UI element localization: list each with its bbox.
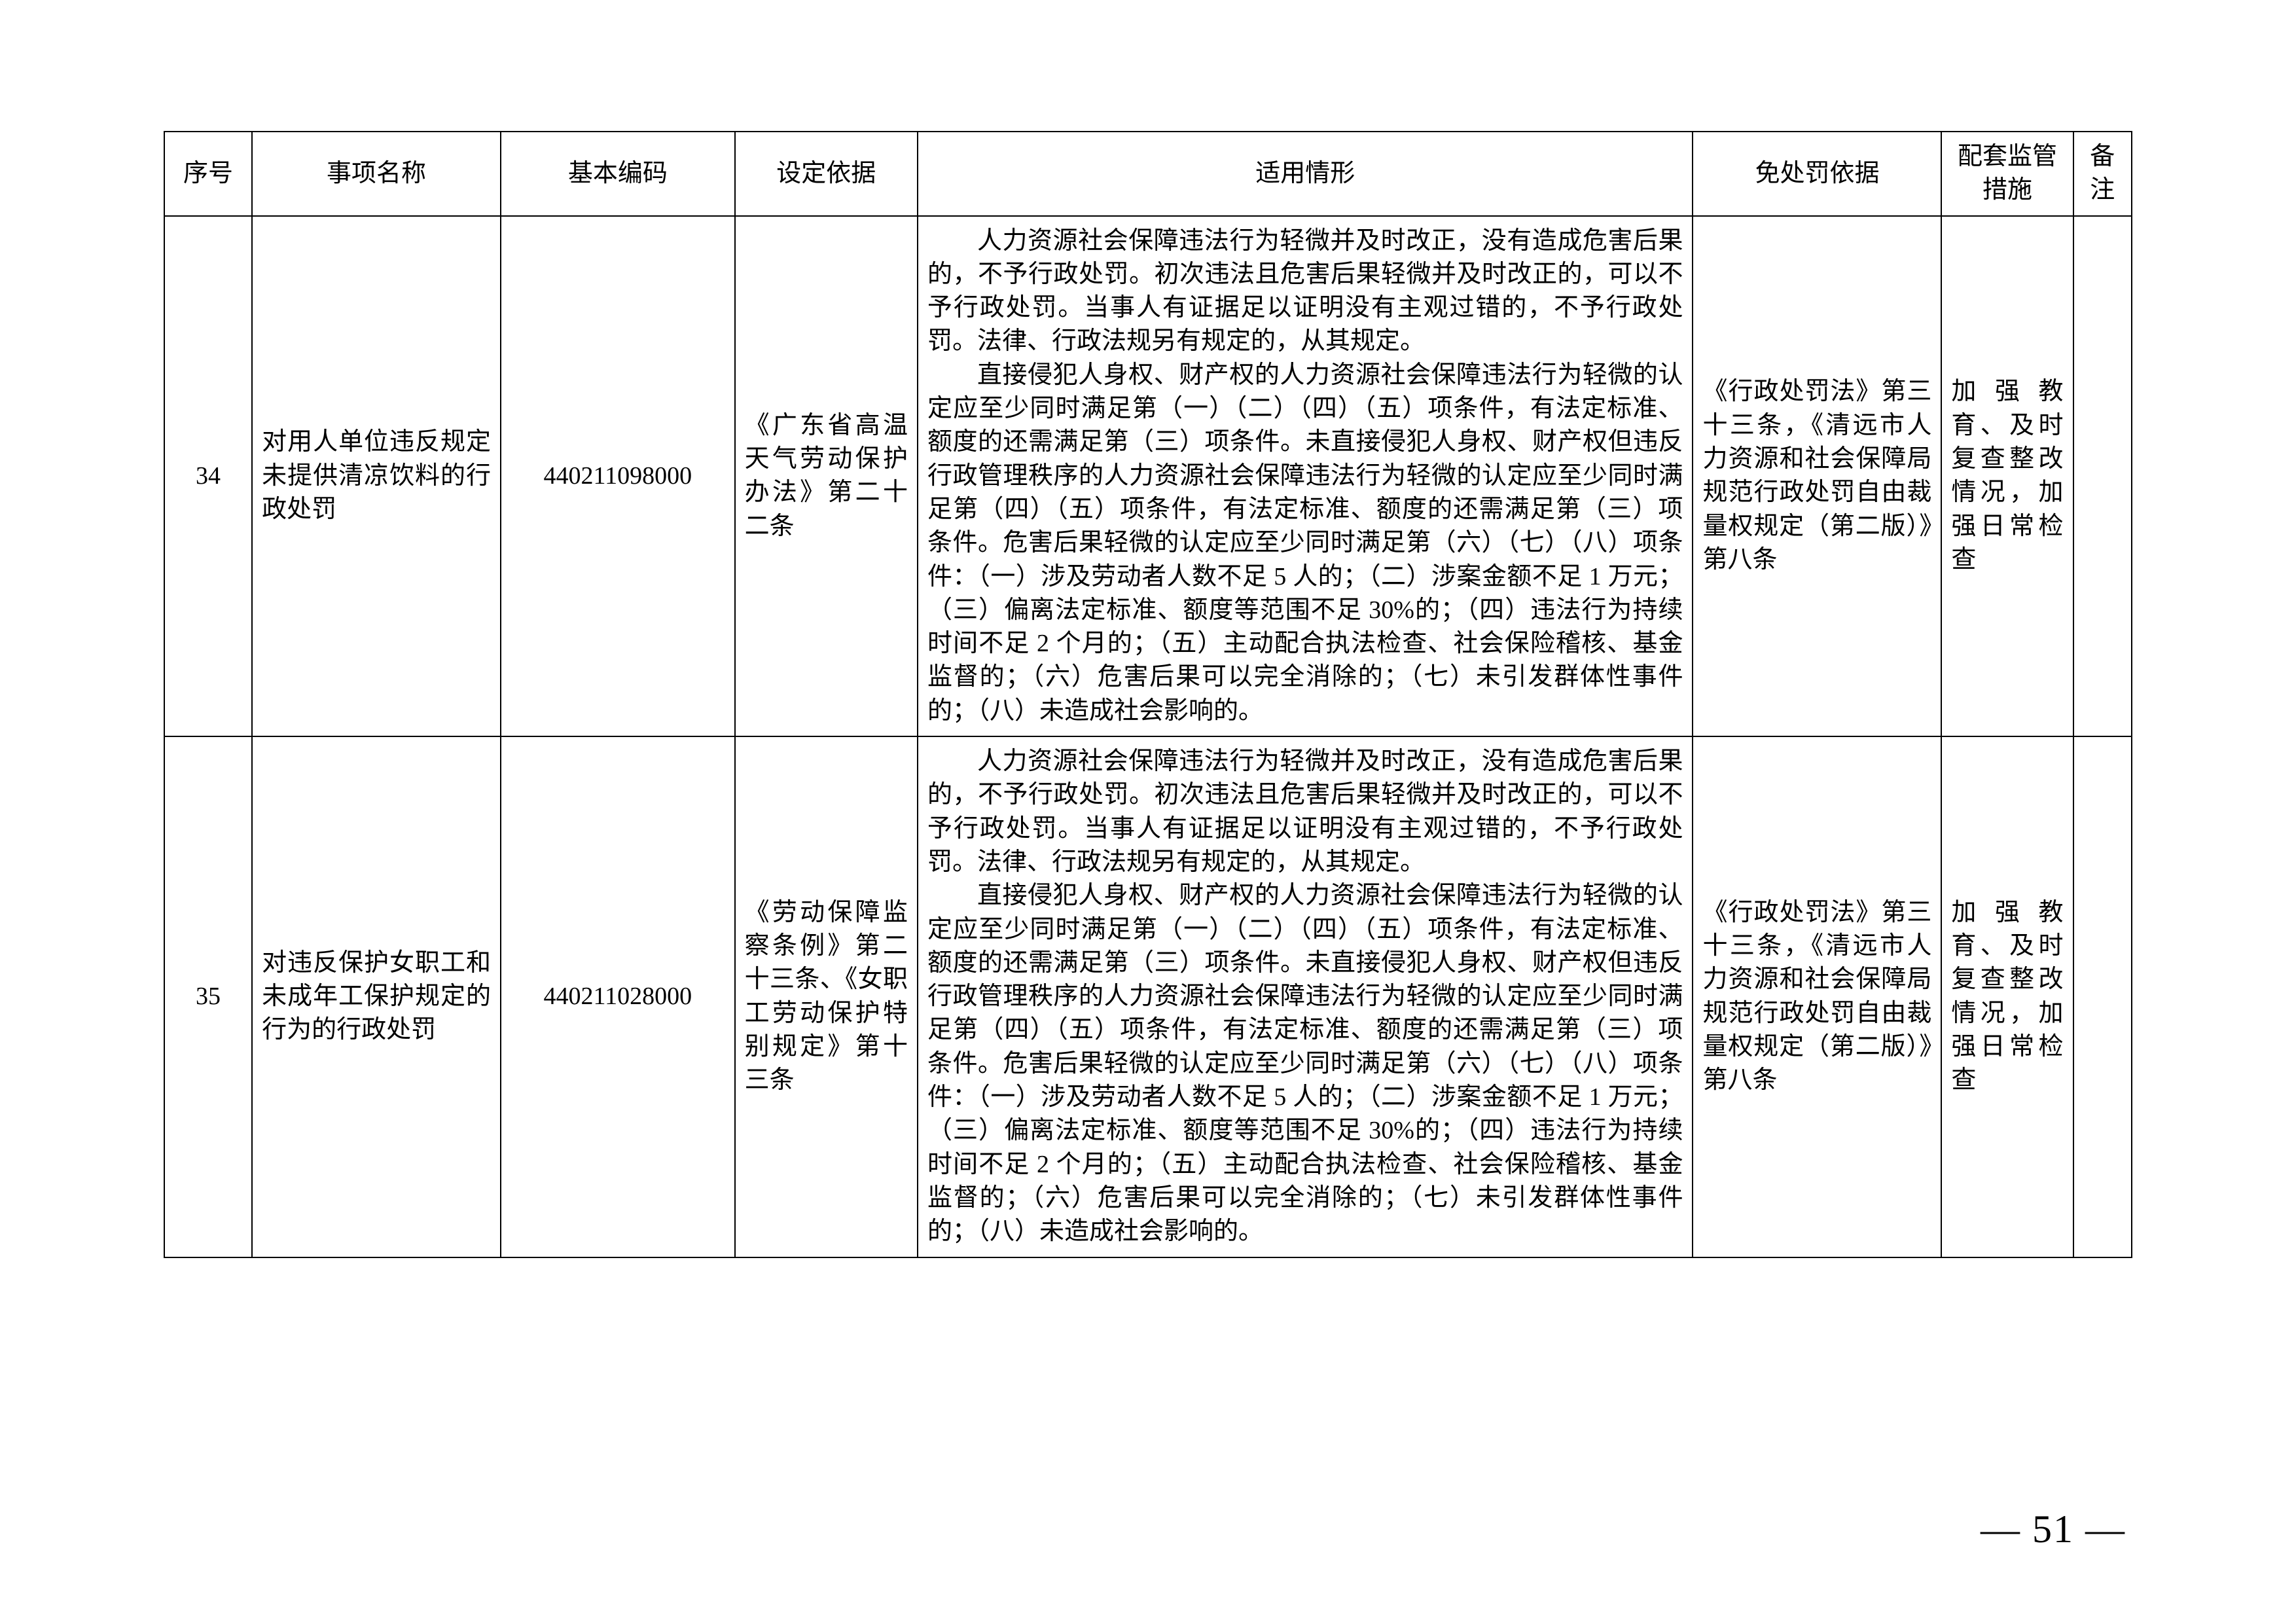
cell-code: 440211098000 [501, 216, 735, 736]
document-page: 序号 事项名称 基本编码 设定依据 适用情形 免处罚依据 配套监管措施 备注 3… [0, 0, 2296, 1624]
header-basis: 设定依据 [735, 132, 918, 216]
cell-basis: 《广东省高温天气劳动保护办法》第二十二条 [735, 216, 918, 736]
cell-situation: 人力资源社会保障违法行为轻微并及时改正，没有造成危害后果的，不予行政处罚。初次违… [918, 216, 1693, 736]
situation-paragraph: 直接侵犯人身权、财产权的人力资源社会保障违法行为轻微的认定应至少同时满足第（一）… [927, 359, 1683, 728]
table-row: 35 对违反保护女职工和未成年工保护规定的行为的行政处罚 44021102800… [164, 736, 2132, 1257]
cell-exemption: 《行政处罚法》第三十三条，《清远市人力资源和社会保障局规范行政处罚自由裁量权规定… [1693, 736, 1941, 1257]
situation-paragraph: 人力资源社会保障违法行为轻微并及时改正，没有造成危害后果的，不予行政处罚。初次违… [927, 745, 1683, 879]
cell-situation: 人力资源社会保障违法行为轻微并及时改正，没有造成危害后果的，不予行政处罚。初次违… [918, 736, 1693, 1257]
cell-basis: 《劳动保障监察条例》第二十三条、《女职工劳动保护特别规定》第十三条 [735, 736, 918, 1257]
situation-paragraph: 直接侵犯人身权、财产权的人力资源社会保障违法行为轻微的认定应至少同时满足第（一）… [927, 879, 1683, 1248]
header-seq: 序号 [164, 132, 252, 216]
cell-note [2073, 216, 2132, 736]
table-header-row: 序号 事项名称 基本编码 设定依据 适用情形 免处罚依据 配套监管措施 备注 [164, 132, 2132, 216]
cell-name: 对用人单位违反规定未提供清凉饮料的行政处罚 [252, 216, 501, 736]
header-situation: 适用情形 [918, 132, 1693, 216]
cell-seq: 34 [164, 216, 252, 736]
header-note: 备注 [2073, 132, 2132, 216]
header-name: 事项名称 [252, 132, 501, 216]
header-code: 基本编码 [501, 132, 735, 216]
cell-measure: 加强教育、及时复查整改情况，加强日常检查 [1941, 736, 2073, 1257]
table-row: 34 对用人单位违反规定未提供清凉饮料的行政处罚 440211098000 《广… [164, 216, 2132, 736]
page-number: — 51 — [1981, 1507, 2126, 1552]
header-exemption: 免处罚依据 [1693, 132, 1941, 216]
cell-name: 对违反保护女职工和未成年工保护规定的行为的行政处罚 [252, 736, 501, 1257]
cell-code: 440211028000 [501, 736, 735, 1257]
cell-measure: 加强教育、及时复查整改情况，加强日常检查 [1941, 216, 2073, 736]
cell-note [2073, 736, 2132, 1257]
regulation-table: 序号 事项名称 基本编码 设定依据 适用情形 免处罚依据 配套监管措施 备注 3… [164, 131, 2132, 1258]
cell-seq: 35 [164, 736, 252, 1257]
header-measure: 配套监管措施 [1941, 132, 2073, 216]
situation-paragraph: 人力资源社会保障违法行为轻微并及时改正，没有造成危害后果的，不予行政处罚。初次违… [927, 225, 1683, 359]
cell-exemption: 《行政处罚法》第三十三条，《清远市人力资源和社会保障局规范行政处罚自由裁量权规定… [1693, 216, 1941, 736]
